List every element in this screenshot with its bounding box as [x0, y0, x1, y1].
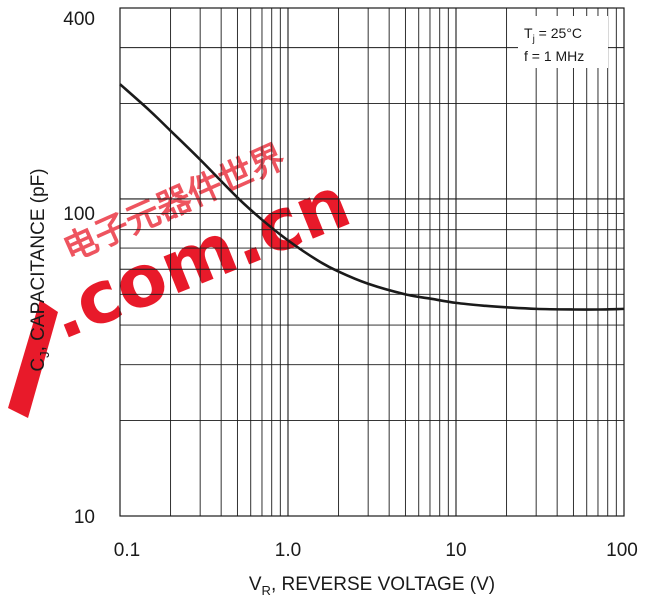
- x-tick-label: 10: [445, 540, 466, 561]
- y-tick-label: 400: [63, 9, 95, 30]
- condition-frequency: f = 1 MHz: [524, 48, 584, 64]
- series-layer: [119, 83, 625, 311]
- x-tick-label: 0.1: [114, 540, 140, 561]
- y-axis-label: CJ, CAPACITANCE (pF): [28, 168, 52, 371]
- grid: [120, 8, 624, 516]
- conditions-box: Tj = 25°C f = 1 MHz: [518, 16, 608, 68]
- conditions-background: [518, 16, 608, 68]
- plot-frame: [119, 7, 625, 517]
- x-tick-label: 1.0: [275, 540, 301, 561]
- condition-temperature: Tj = 25°C: [524, 25, 582, 45]
- x-axis-label: VR, REVERSE VOLTAGE (V): [249, 574, 495, 596]
- y-tick-label: 10: [74, 507, 95, 528]
- watermark-logo-mark: [8, 300, 58, 418]
- x-tick-label: 100: [606, 540, 638, 561]
- y-tick-label: 100: [63, 204, 95, 225]
- watermark: 电子元器件世界 .com.cn: [8, 137, 361, 418]
- capacitance-curve: [119, 83, 625, 311]
